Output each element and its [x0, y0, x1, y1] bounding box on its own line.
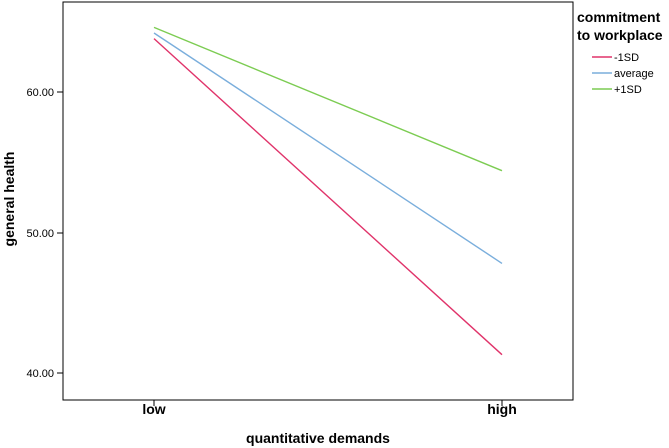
plot-area [62, 1, 574, 401]
x-axis-title: quantitative demands [246, 430, 390, 446]
y-tick-label: 40.00 [26, 368, 54, 380]
legend-title-line1: commitment [577, 9, 661, 25]
series-lines [153, 26, 503, 356]
series-line-3 [153, 26, 503, 172]
legend-items: -1SD average +1SD [592, 52, 654, 96]
legend-label: +1SD [614, 84, 642, 96]
y-axis-title: general health [1, 152, 17, 247]
legend-label: -1SD [614, 52, 639, 64]
legend: commitment to workplace -1SD average +1SD [577, 9, 663, 96]
y-tick-label: 60.00 [26, 87, 54, 99]
legend-title-line2: to workplace [577, 27, 663, 43]
x-tick-label: low [142, 401, 165, 417]
y-tick-label: 50.00 [26, 228, 54, 240]
x-tick-label: high [487, 401, 517, 417]
y-axis: 40.00 50.00 60.00 [26, 87, 63, 380]
x-axis: low high [142, 400, 517, 417]
legend-label: average [614, 68, 654, 80]
series-line-2 [153, 32, 503, 264]
series-line-1 [153, 38, 503, 356]
